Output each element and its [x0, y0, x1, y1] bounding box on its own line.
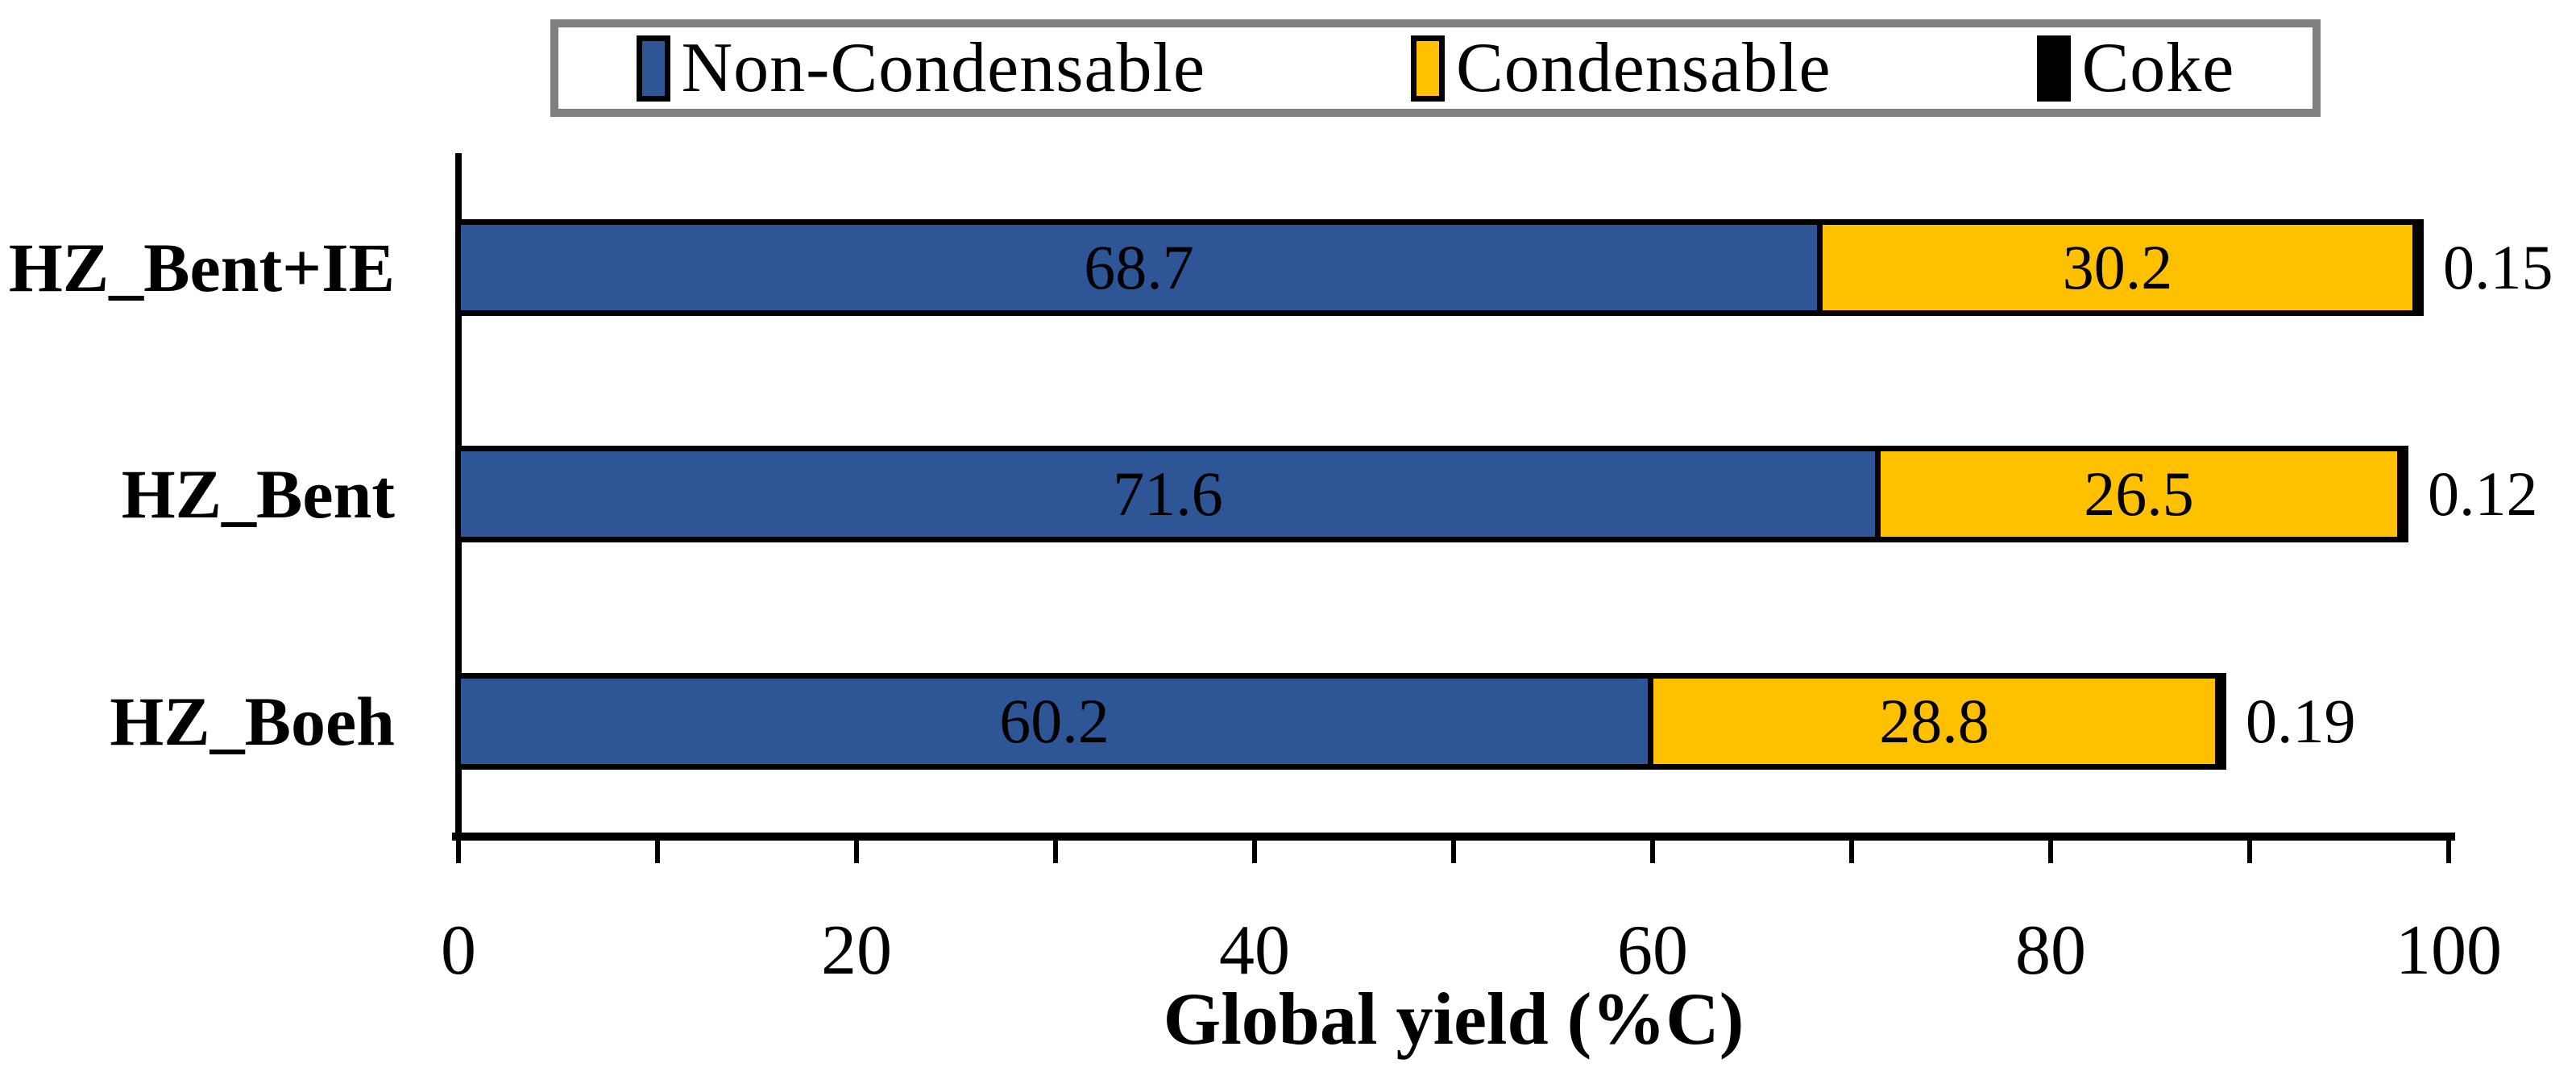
legend-item-1: Condensable [1411, 28, 1831, 107]
coke-value-label: 0.12 [2428, 459, 2538, 529]
legend-swatch-icon [636, 35, 670, 102]
legend-swatch-icon [1411, 35, 1446, 102]
category-label-2: HZ_Boeh [110, 683, 395, 760]
bar-row-1: 71.6 26.5 0.12 [455, 446, 2538, 542]
bar-segment-non-condensable: 71.6 [455, 446, 1881, 542]
bar-value-label: 60.2 [999, 686, 1110, 756]
bar-segment-condensable: 30.2 [1817, 219, 2418, 316]
legend-item-0: Non-Condensable [636, 28, 1206, 107]
legend-label: Coke [2081, 28, 2235, 107]
x-axis-tick-label-0: 0 [441, 912, 476, 990]
x-axis-line [452, 833, 2455, 841]
bar-segment-non-condensable: 60.2 [455, 673, 1653, 770]
legend: Non-Condensable Condensable Coke [550, 19, 2321, 117]
coke-value-label: 0.19 [2246, 686, 2356, 756]
bar-segment-coke [2412, 219, 2424, 316]
category-label-1: HZ_Bent [121, 455, 395, 533]
bar-value-label: 28.8 [1879, 686, 1989, 756]
x-axis-tick [2048, 841, 2053, 863]
bar-value-label: 30.2 [2062, 232, 2173, 302]
bar-row-0: 68.7 30.2 0.15 [455, 219, 2553, 316]
x-axis-tick [655, 841, 660, 863]
x-axis-tick-label-80: 80 [2015, 912, 2086, 990]
x-axis-tick [1849, 841, 1854, 863]
bar-value-label: 26.5 [2084, 459, 2194, 529]
x-axis-tick-label-20: 20 [821, 912, 892, 990]
x-axis-tick-label-100: 100 [2396, 912, 2502, 990]
category-label-0: HZ_Bent+IE [8, 229, 395, 306]
bar-segment-coke [2215, 673, 2226, 770]
bar-segment-condensable: 28.8 [1648, 673, 2221, 770]
bar-value-label: 71.6 [1113, 459, 1223, 529]
legend-label: Non-Condensable [681, 28, 1206, 107]
x-axis-tick [1451, 841, 1456, 863]
x-axis-tick [456, 841, 461, 863]
x-axis-tick [2446, 841, 2451, 863]
x-axis-tick [854, 841, 859, 863]
bar-segment-non-condensable: 68.7 [455, 219, 1823, 316]
legend-label: Condensable [1456, 28, 1831, 107]
x-axis-tick [1053, 841, 1058, 863]
legend-item-2: Coke [2036, 28, 2235, 107]
x-axis-tick [2247, 841, 2252, 863]
bar-value-label: 68.7 [1084, 232, 1194, 302]
x-axis-tick [1252, 841, 1257, 863]
legend-swatch-icon [2036, 35, 2071, 102]
x-axis-tick [1650, 841, 1655, 863]
bar-segment-coke [2397, 446, 2408, 542]
x-axis-tick-label-40: 40 [1219, 912, 1290, 990]
coke-value-label: 0.15 [2443, 232, 2553, 302]
bar-row-2: 60.2 28.8 0.19 [455, 673, 2356, 770]
x-axis-title: Global yield (%C) [1163, 978, 1744, 1060]
bar-segment-condensable: 26.5 [1875, 446, 2403, 542]
x-axis-tick-label-60: 60 [1617, 912, 1688, 990]
